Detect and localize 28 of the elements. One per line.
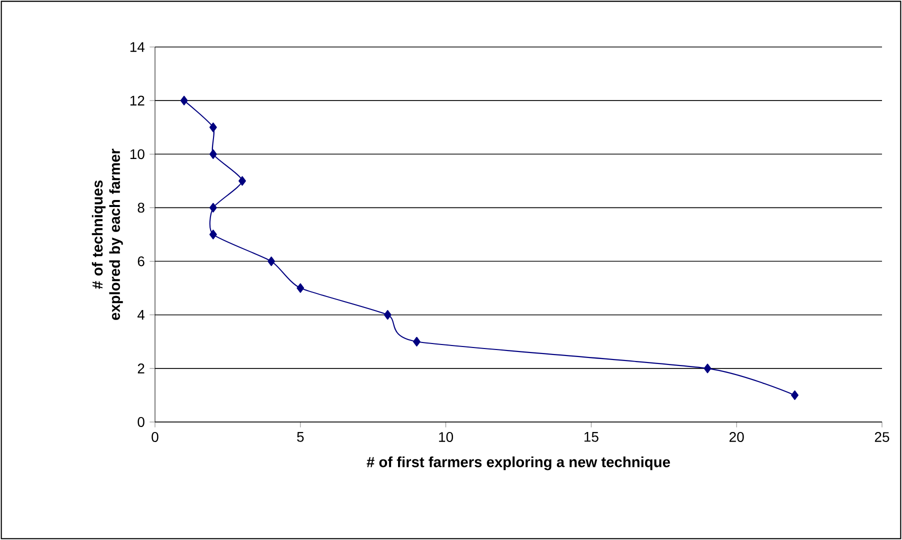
- point: [209, 149, 217, 159]
- point: [209, 122, 217, 132]
- point: [180, 96, 188, 106]
- point: [238, 176, 246, 186]
- x-axis-title: # of first farmers exploring a new technique: [366, 456, 670, 470]
- x-tick-label: 10: [439, 432, 454, 442]
- point: [209, 230, 217, 240]
- point: [412, 336, 420, 346]
- point: [268, 256, 276, 266]
- y-tick-label: 2: [138, 364, 144, 374]
- y-tick-label: 10: [130, 149, 144, 160]
- y-axis-title: # of techniques explored by each farmer: [92, 148, 123, 320]
- point: [209, 202, 217, 213]
- point: [791, 390, 799, 400]
- y-tick-label: 12: [130, 96, 144, 106]
- point: [296, 283, 304, 293]
- x-tick-label: 25: [874, 432, 890, 442]
- x-tick-label: 20: [730, 432, 744, 442]
- x-tick-label: 15: [584, 432, 598, 442]
- point: [704, 364, 712, 374]
- y-tick-label: 14: [130, 42, 145, 52]
- y-tick-label: 8: [138, 202, 144, 213]
- point: [384, 310, 392, 320]
- y-tick-label: 4: [137, 310, 145, 320]
- y-tick-label: 0: [138, 417, 144, 427]
- x-tick-label: 5: [297, 432, 304, 442]
- y-tick-label: 6: [138, 256, 144, 266]
- x-tick-label: 0: [152, 432, 158, 442]
